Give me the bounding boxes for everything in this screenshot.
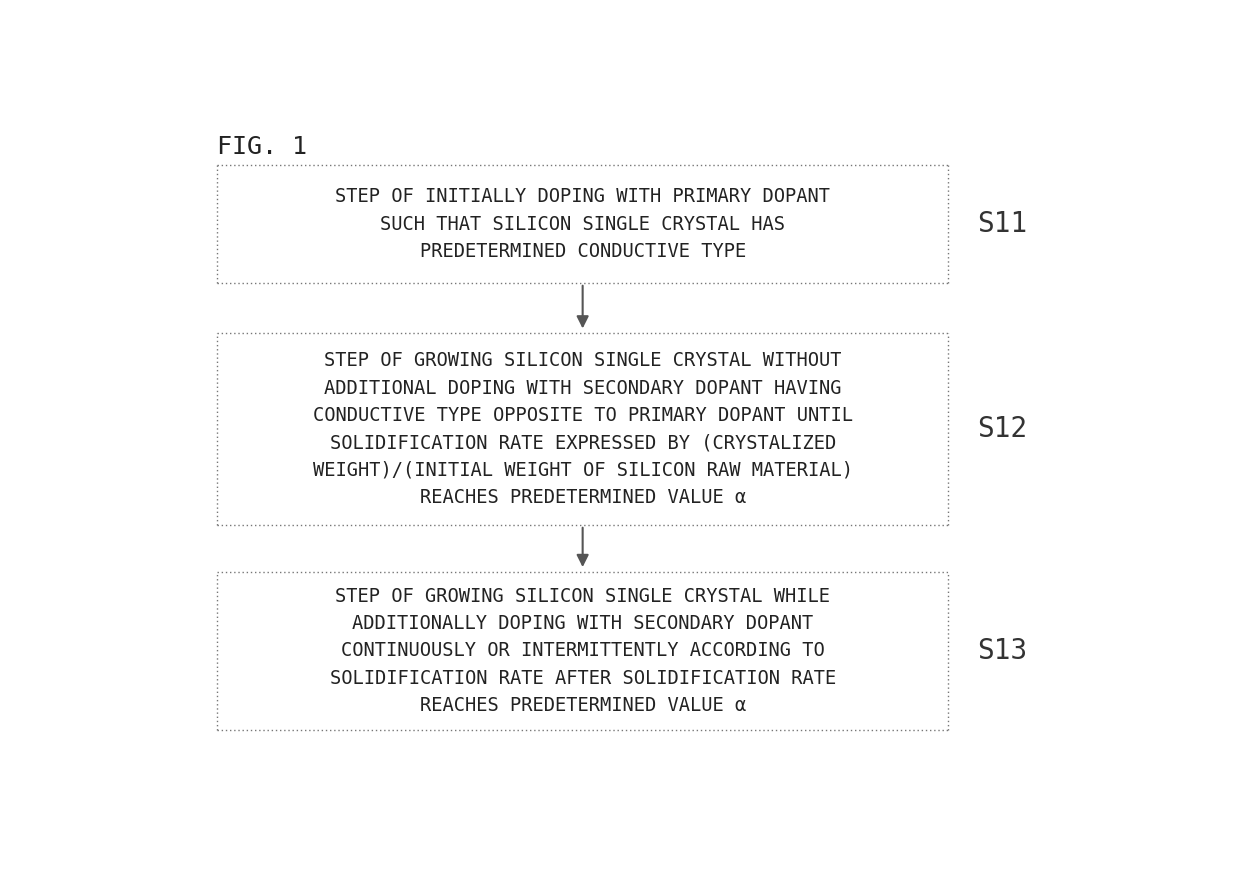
Text: FIG. 1: FIG. 1 (217, 135, 308, 159)
Text: STEP OF GROWING SILICON SINGLE CRYSTAL WHILE
ADDITIONALLY DOPING WITH SECONDARY : STEP OF GROWING SILICON SINGLE CRYSTAL W… (330, 587, 836, 715)
Text: STEP OF GROWING SILICON SINGLE CRYSTAL WITHOUT
ADDITIONAL DOPING WITH SECONDARY : STEP OF GROWING SILICON SINGLE CRYSTAL W… (312, 352, 853, 506)
Text: S11: S11 (977, 210, 1027, 238)
Text: STEP OF INITIALLY DOPING WITH PRIMARY DOPANT
SUCH THAT SILICON SINGLE CRYSTAL HA: STEP OF INITIALLY DOPING WITH PRIMARY DO… (335, 188, 830, 261)
Text: S12: S12 (977, 415, 1027, 443)
Text: S13: S13 (977, 637, 1027, 665)
